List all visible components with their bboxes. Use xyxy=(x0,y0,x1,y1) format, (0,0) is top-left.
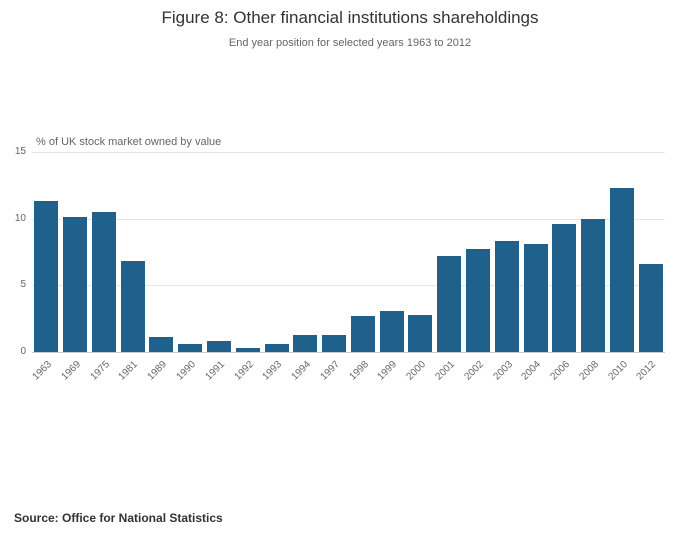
y-axis-tick-label: 10 xyxy=(14,212,26,224)
y-gridline xyxy=(32,152,665,153)
bar-1989[interactable] xyxy=(149,337,174,352)
x-axis-tick-label: 2000 xyxy=(404,359,429,383)
x-axis-tick-label: 2008 xyxy=(577,359,601,383)
bar-2001[interactable] xyxy=(437,256,462,352)
x-axis-tick-label: 1990 xyxy=(174,359,199,383)
x-axis-tick-label: 2010 xyxy=(606,359,630,383)
x-axis-tick-label: 2003 xyxy=(491,359,515,383)
bar-1997[interactable] xyxy=(322,334,347,352)
bar-1969[interactable] xyxy=(63,217,88,352)
y-axis-tick-label: 15 xyxy=(14,146,26,157)
chart-title: Figure 8: Other financial institutions s… xyxy=(161,8,539,27)
bar-1990[interactable] xyxy=(178,344,203,352)
x-axis-tick-label: 1994 xyxy=(289,359,314,383)
x-axis-tick-label: 2012 xyxy=(634,359,659,383)
x-axis-tick-label: 1981 xyxy=(116,359,141,383)
x-axis-tick-label: 1991 xyxy=(203,359,227,383)
bar-1994[interactable] xyxy=(293,334,318,352)
x-axis-tick-label: 1997 xyxy=(318,359,342,383)
y-gridline xyxy=(32,285,665,287)
y-axis-tick-label: 5 xyxy=(20,279,26,291)
x-axis-tick-label: 1975 xyxy=(88,359,112,383)
bar-2012[interactable] xyxy=(638,264,663,352)
x-axis-tick-label: 2004 xyxy=(519,359,544,383)
x-axis-tick-label: 2001 xyxy=(433,359,457,383)
bar-2003[interactable] xyxy=(494,241,519,352)
bar-2010[interactable] xyxy=(609,188,634,352)
y-axis-tick-label: 0 xyxy=(20,346,26,357)
bar-2006[interactable] xyxy=(552,224,577,352)
y-axis-unit-label: % of UK stock market owned by value xyxy=(36,136,222,148)
x-axis-tick-label: 1963 xyxy=(30,359,55,383)
bar-1998[interactable] xyxy=(350,316,375,352)
bar-1991[interactable] xyxy=(207,341,232,352)
bar-1993[interactable] xyxy=(264,344,289,352)
x-axis-tick-label: 1998 xyxy=(347,359,371,383)
bar-2000[interactable] xyxy=(408,314,433,352)
bar-1992[interactable] xyxy=(235,348,260,352)
x-axis-line xyxy=(32,352,665,353)
bar-1999[interactable] xyxy=(379,310,404,352)
x-axis-tick-label: 1969 xyxy=(59,359,83,383)
bar-1963[interactable] xyxy=(34,201,59,352)
source-note: Source: Office for National Statistics xyxy=(14,511,223,525)
bar-1975[interactable] xyxy=(91,212,116,352)
x-axis-tick-label: 2002 xyxy=(462,359,486,383)
bar-1981[interactable] xyxy=(120,261,145,352)
bar-2004[interactable] xyxy=(523,244,548,352)
bar-2002[interactable] xyxy=(465,249,490,352)
bar-2008[interactable] xyxy=(581,218,606,352)
chart-subtitle: End year position for selected years 196… xyxy=(228,37,472,49)
x-axis-tick-label: 1993 xyxy=(260,359,285,383)
x-axis-tick-label: 1999 xyxy=(375,359,400,383)
y-gridline xyxy=(32,218,665,220)
x-axis-tick-label: 2006 xyxy=(548,359,573,383)
x-axis-tick-label: 1992 xyxy=(232,359,256,383)
x-axis-tick-label: 1989 xyxy=(145,359,170,383)
